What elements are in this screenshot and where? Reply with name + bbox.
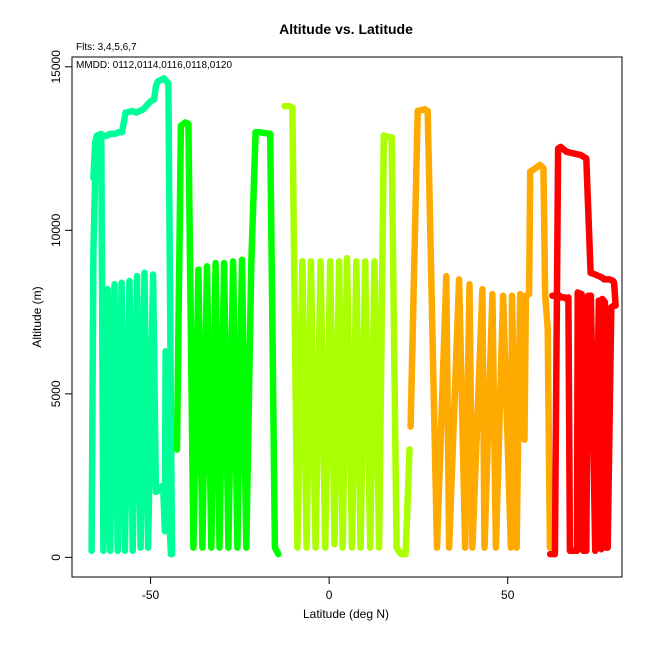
x-axis-label: Latitude (deg N) — [303, 607, 389, 621]
y-axis: 0 5000 10000 15000 — [49, 50, 73, 561]
x-tick-label: -50 — [142, 588, 160, 602]
series-layer — [88, 75, 619, 558]
x-tick-label: 0 — [326, 588, 333, 602]
series-line-5 — [546, 143, 619, 558]
x-tick-label: 50 — [501, 588, 515, 602]
series-line-3 — [281, 102, 413, 558]
x-axis: -50 0 50 — [142, 576, 515, 602]
y-tick-label: 0 — [49, 554, 63, 561]
y-tick-label: 5000 — [49, 380, 63, 407]
dates-annotation: MMDD: 0112,0114,0116,0118,0120 — [76, 60, 232, 71]
chart-title: Altitude vs. Latitude — [279, 21, 413, 37]
y-tick-label: 10000 — [49, 213, 63, 247]
y-axis-label: Altitude (m) — [30, 286, 44, 347]
y-tick-label: 15000 — [49, 50, 63, 84]
flights-annotation: Flts: 3,4,5,6,7 — [76, 42, 137, 53]
series-line-4 — [407, 106, 554, 551]
series-line-2 — [173, 119, 282, 558]
series-line-1 — [88, 75, 176, 558]
